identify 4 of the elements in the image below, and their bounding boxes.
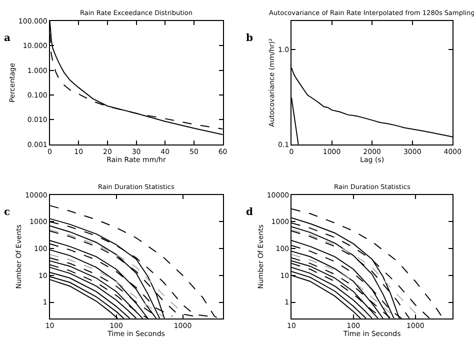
text: d	[246, 207, 253, 218]
text: a	[4, 33, 11, 44]
text: c	[4, 207, 10, 218]
text: b	[246, 33, 253, 44]
